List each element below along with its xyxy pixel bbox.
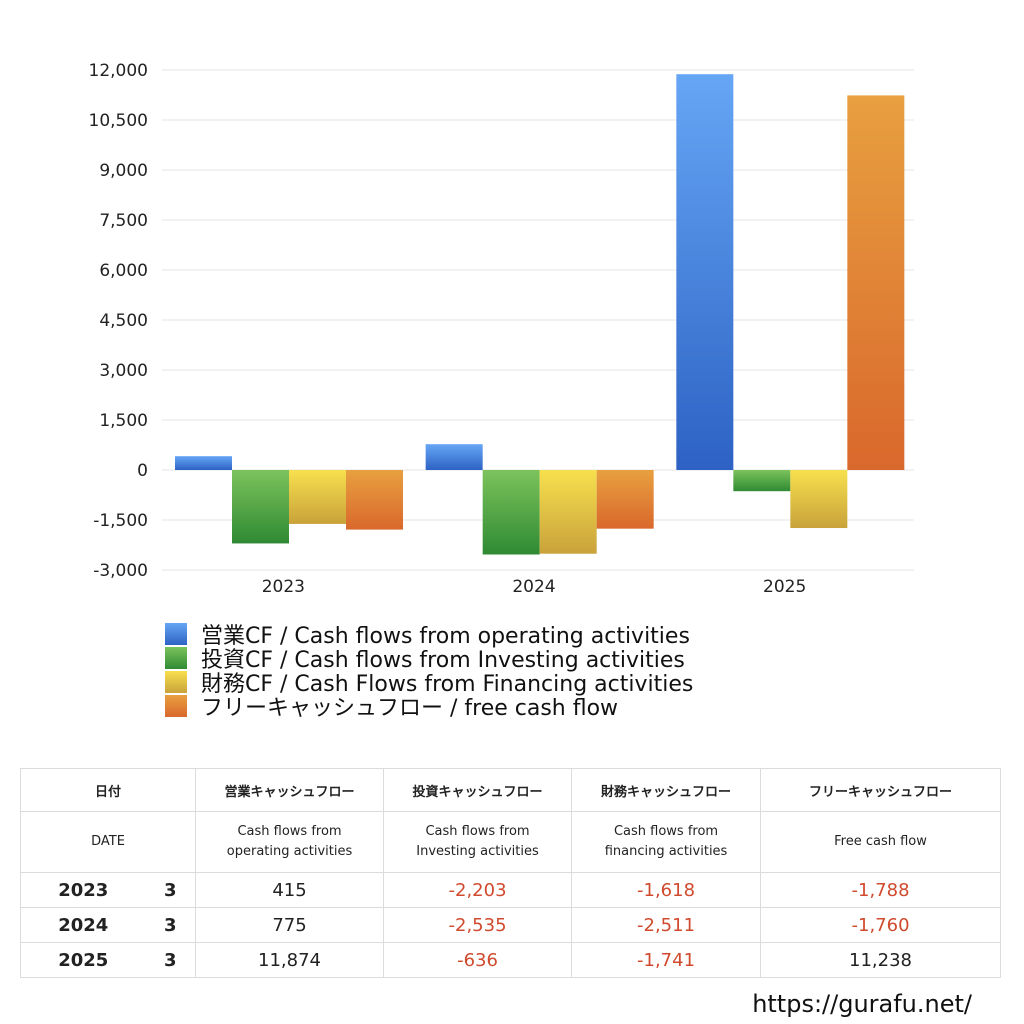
header-operating-en-line1: Cash flows from — [237, 824, 342, 839]
y-tick-label: 1,500 — [99, 411, 148, 431]
header-financing-en-line1: Cash flows from — [613, 824, 719, 839]
y-tick-label: 3,000 — [99, 361, 148, 381]
cell-investing: -2,203 — [383, 872, 573, 908]
table-row: 2023 3 415 -2,203 -1,618 -1,788 — [20, 872, 1002, 908]
x-tick-label: 2025 — [763, 577, 806, 597]
header-investing-en: Cash flows from Investing activities — [383, 811, 573, 873]
legend-item-investing: 投資CF / Cash flows from Investing activit… — [165, 646, 693, 673]
y-tick-label: -3,000 — [93, 561, 148, 581]
header-investing-en-line2: Investing activities — [416, 844, 539, 859]
header-investing-en-line1: Cash flows from — [425, 824, 530, 839]
bar-2024-series-1 — [482, 470, 540, 555]
x-tick-label: 2023 — [262, 577, 305, 597]
header-investing-jp: 投資キャッシュフロー — [383, 768, 573, 812]
cell-financing: -2,511 — [571, 907, 762, 943]
header-date-en: DATE — [19, 811, 197, 873]
y-tick-label: 9,000 — [99, 161, 148, 181]
legend-label-financing: 財務CF / Cash Flows from Financing activit… — [201, 672, 694, 697]
y-tick-label: 12,000 — [89, 61, 148, 81]
row-year: 2024 — [20, 907, 146, 943]
legend-swatch-free — [165, 695, 187, 717]
cell-investing: -636 — [383, 942, 573, 978]
y-tick-label: 6,000 — [99, 261, 148, 281]
cell-financing: -1,741 — [571, 942, 762, 978]
cell-free: 11,238 — [760, 942, 1002, 978]
cell-operating: 415 — [195, 872, 385, 908]
y-tick-label: 0 — [137, 461, 148, 481]
table-header-jp: 日付 営業キャッシュフロー 投資キャッシュフロー 財務キャッシュフロー フリーキ… — [19, 768, 1002, 812]
row-month: 3 — [145, 942, 197, 978]
cell-free: -1,788 — [760, 872, 1002, 908]
row-month: 3 — [145, 907, 197, 943]
cell-operating: 11,874 — [195, 942, 385, 978]
cell-financing: -1,618 — [571, 872, 762, 908]
row-year: 2025 — [20, 942, 146, 978]
y-tick-label: 10,500 — [89, 111, 148, 131]
bar-2024-series-0 — [425, 444, 483, 470]
legend-swatch-investing — [165, 647, 187, 669]
table-row: 2024 3 775 -2,535 -2,511 -1,760 — [20, 907, 1002, 943]
bar-2025-series-0 — [676, 74, 734, 470]
header-financing-en-line2: financing activities — [604, 844, 728, 859]
header-free-jp: フリーキャッシュフロー — [760, 768, 1002, 812]
table-header-en: DATE Cash flows from operating activities… — [19, 811, 1002, 873]
header-financing-en: Cash flows from financing activities — [571, 811, 762, 873]
bar-2023-series-0 — [175, 456, 232, 470]
bar-2025-series-3 — [847, 95, 905, 471]
legend-item-free: フリーキャッシュフロー / free cash flow — [165, 694, 693, 721]
legend-label-operating: 営業CF / Cash flows from operating activit… — [201, 624, 690, 649]
table-row: 2025 3 11,874 -636 -1,741 11,238 — [20, 942, 1002, 978]
legend-swatch-operating — [165, 623, 187, 645]
cash-flow-chart: 12,000 10,500 9,000 7,500 6,000 4,500 3,000 1,5… — [89, 61, 914, 597]
header-date-jp: 日付 — [19, 768, 197, 812]
cell-free: -1,760 — [760, 907, 1002, 943]
row-year: 2023 — [20, 872, 146, 908]
header-operating-jp: 営業キャッシュフロー — [195, 768, 385, 812]
chart-legend: 営業CF / Cash flows from operating activit… — [165, 622, 693, 721]
legend-item-financing: 財務CF / Cash Flows from Financing activit… — [165, 670, 693, 697]
cash-flow-table: 日付 営業キャッシュフロー 投資キャッシュフロー 財務キャッシュフロー フリーキ… — [19, 768, 1002, 978]
header-operating-en: Cash flows from operating activities — [195, 811, 385, 873]
bar-2024-series-2 — [539, 470, 597, 554]
bar-2025-series-2 — [790, 470, 848, 529]
cell-investing: -2,535 — [383, 907, 573, 943]
cell-operating: 775 — [195, 907, 385, 943]
bar-2023-series-2 — [289, 470, 346, 524]
legend-label-investing: 投資CF / Cash flows from Investing activit… — [201, 648, 685, 673]
header-financing-jp: 財務キャッシュフロー — [571, 768, 762, 812]
legend-item-operating: 営業CF / Cash flows from operating activit… — [165, 622, 693, 649]
y-tick-label: -1,500 — [93, 511, 148, 531]
bar-2023-series-3 — [346, 470, 403, 530]
header-free-en: Free cash flow — [760, 811, 1002, 873]
bar-2025-series-1 — [733, 470, 791, 492]
legend-label-free: フリーキャッシュフロー / free cash flow — [201, 696, 619, 721]
header-operating-en-line2: operating activities — [226, 844, 353, 859]
row-month: 3 — [145, 872, 197, 908]
site-url[interactable]: https://gurafu.net/ — [752, 990, 972, 1018]
y-tick-label: 4,500 — [99, 311, 148, 331]
legend-swatch-financing — [165, 671, 187, 693]
x-tick-label: 2024 — [512, 577, 555, 597]
y-tick-label: 7,500 — [99, 211, 148, 231]
bar-2024-series-3 — [596, 470, 654, 529]
bar-2023-series-1 — [232, 470, 289, 544]
